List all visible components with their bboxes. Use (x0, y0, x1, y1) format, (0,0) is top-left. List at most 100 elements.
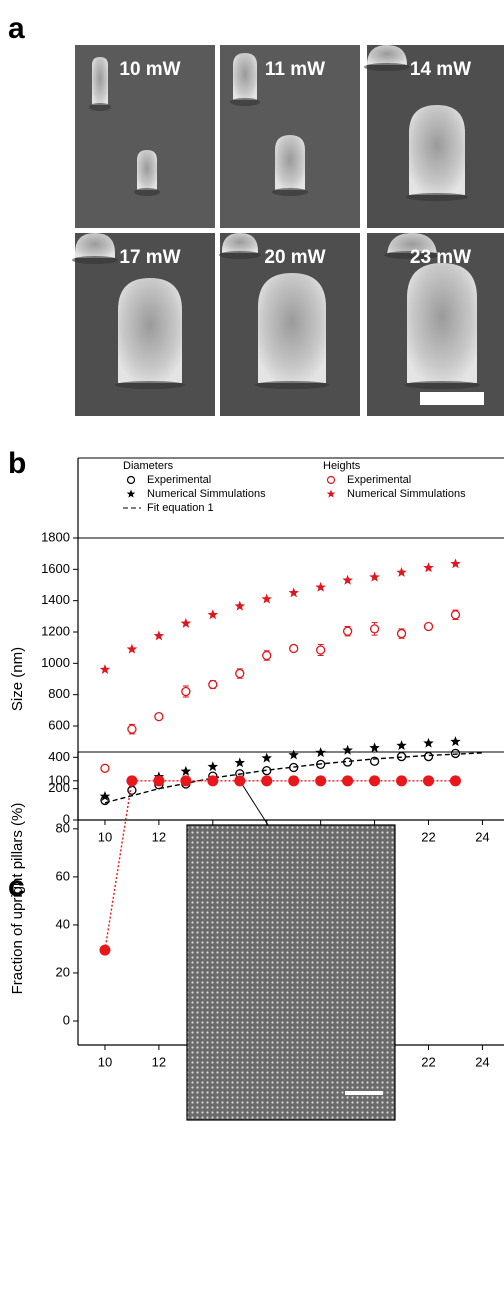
inset-connector (239, 780, 269, 826)
circle-marker (289, 643, 299, 654)
circle-marker (396, 628, 407, 639)
star-marker (288, 587, 299, 598)
sem-image: 11 mW (220, 45, 360, 228)
circle-marker (423, 775, 435, 787)
circle-marker (315, 775, 327, 787)
star-marker (180, 765, 192, 776)
y-tick-label: 1000 (41, 655, 70, 670)
circle-marker (342, 775, 354, 787)
x-tick-label: 22 (421, 829, 435, 844)
y-tick-label: 40 (56, 916, 70, 931)
inset-image (186, 824, 396, 1121)
y-tick-label: 100 (48, 772, 70, 787)
star-marker (99, 791, 111, 801)
y-tick-label: 1200 (41, 623, 70, 638)
star-marker (180, 617, 192, 628)
circle-marker (208, 679, 218, 690)
x-tick-label: 24 (475, 1054, 489, 1069)
legend-label: Numerical Simmulations (347, 488, 466, 500)
pillar-shadow (219, 251, 261, 259)
star-marker (369, 742, 380, 753)
x-tick-label: 12 (152, 1054, 166, 1069)
star-marker (153, 630, 165, 641)
legend-star (126, 489, 136, 498)
legend-circle (326, 475, 336, 485)
pillar-shadow (134, 188, 160, 196)
legend-group-title: Heights (323, 460, 361, 472)
star-marker (99, 664, 111, 675)
legend-label: Fit equation 1 (147, 502, 214, 514)
star-marker (396, 740, 407, 751)
pillar-shadow (406, 193, 468, 201)
pillar (233, 53, 257, 100)
legend-label: Experimental (147, 474, 211, 486)
charts: b101214161820222402004006008001000120014… (8, 447, 504, 1121)
scale-bar (420, 392, 484, 405)
circle-marker (450, 610, 461, 620)
circle-marker (450, 748, 461, 759)
y-tick-label: 400 (48, 749, 70, 764)
legend-label: Experimental (347, 474, 411, 486)
y-axis-label: Size (nm) (9, 647, 26, 711)
circle-marker (235, 668, 245, 679)
circle-marker (181, 686, 191, 697)
circle-marker (423, 621, 434, 632)
sem-image: 20 mW (219, 233, 360, 416)
y-tick-label: 80 (56, 820, 70, 835)
y-tick-label: 200 (48, 780, 70, 795)
circle-marker (154, 711, 164, 722)
star-marker (423, 737, 434, 748)
panel-a: a 10 mW 11 mW 14 mW 17 mW 20 mW 23 mW (8, 12, 504, 416)
sem-image: 17 mW (72, 233, 215, 416)
pillar (222, 233, 258, 253)
star-marker (423, 562, 434, 573)
image-label: 17 mW (119, 247, 180, 268)
circle-marker (153, 775, 165, 787)
pillar-shadow (384, 251, 440, 259)
circle-marker (369, 775, 381, 787)
panel-letter: a (8, 12, 25, 45)
circle-marker (99, 944, 111, 956)
y-tick-label: 60 (56, 868, 70, 883)
circle-marker (423, 751, 434, 762)
star-marker (315, 581, 326, 592)
inset-scale-bar (345, 1091, 383, 1095)
chart: b101214161820222402004006008001000120014… (8, 447, 504, 873)
pillar (367, 45, 407, 65)
pillar-shadow (255, 381, 329, 389)
star-marker (261, 593, 272, 604)
y-tick-label: 1600 (41, 561, 70, 576)
pillar-shadow (72, 256, 118, 264)
pillar-shadow (230, 98, 260, 106)
x-tick-label: 22 (421, 1054, 435, 1069)
circle-marker (449, 775, 461, 787)
pillar-shadow (115, 381, 185, 389)
pillar (258, 273, 326, 383)
x-tick-label: 10 (98, 829, 112, 844)
star-marker (207, 609, 219, 620)
legend-star (326, 489, 336, 498)
circle-marker (180, 775, 192, 787)
pillar-shadow (272, 188, 308, 196)
star-marker (369, 571, 380, 582)
x-tick-label: 24 (475, 829, 489, 844)
circle-marker (100, 763, 110, 773)
circle-marker (396, 775, 408, 787)
sem-image: 14 mW (364, 45, 504, 228)
star-marker (450, 558, 461, 569)
pillar-shadow (364, 63, 410, 71)
star-marker (126, 643, 138, 654)
y-tick-label: 600 (48, 717, 70, 732)
circle-marker (342, 626, 353, 636)
star-marker (288, 749, 299, 760)
y-tick-label: 0 (63, 811, 70, 826)
series-line (104, 752, 483, 804)
chart: c1012141618202224020406080100Laser power… (8, 751, 504, 1121)
star-marker (396, 566, 407, 577)
circle-marker (369, 624, 380, 634)
sem-image: 10 mW (75, 45, 215, 228)
pillar (275, 135, 305, 190)
image-label: 23 mW (410, 247, 471, 268)
circle-marker (262, 650, 272, 661)
